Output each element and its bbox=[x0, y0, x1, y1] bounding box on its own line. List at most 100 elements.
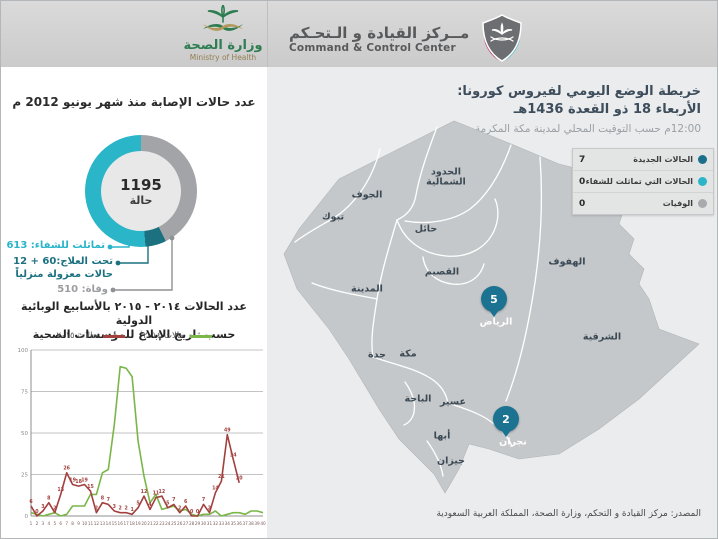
svg-text:0: 0 bbox=[35, 509, 39, 515]
svg-text:0: 0 bbox=[196, 509, 200, 515]
legend-label-2014: حالات ٢٠١٤ bbox=[143, 331, 185, 341]
svg-text:0: 0 bbox=[190, 509, 194, 515]
new-cases-label: الحالات الجديدة bbox=[633, 155, 693, 164]
map-region-label: حائل bbox=[414, 223, 438, 235]
svg-text:14: 14 bbox=[212, 486, 219, 492]
svg-text:7: 7 bbox=[202, 497, 205, 503]
svg-text:3: 3 bbox=[42, 521, 45, 526]
svg-text:12: 12 bbox=[94, 521, 100, 526]
svg-text:34: 34 bbox=[230, 452, 237, 458]
cases-donut-chart: 1195 حالة bbox=[85, 135, 197, 247]
svg-text:25: 25 bbox=[171, 521, 177, 526]
map-region-label: جدة bbox=[368, 349, 386, 361]
svg-text:13: 13 bbox=[57, 487, 64, 493]
map-region-label: مكة bbox=[399, 348, 417, 360]
source-credit: المصدر: مركز القيادة و التحكم، وزارة الص… bbox=[436, 509, 701, 519]
svg-text:4: 4 bbox=[48, 521, 51, 526]
svg-text:2: 2 bbox=[36, 521, 39, 526]
svg-text:1: 1 bbox=[130, 507, 133, 513]
recovered-dot-icon bbox=[698, 177, 707, 186]
svg-text:19: 19 bbox=[81, 477, 88, 483]
svg-text:26: 26 bbox=[177, 521, 183, 526]
svg-text:38: 38 bbox=[248, 521, 254, 526]
svg-text:2: 2 bbox=[53, 505, 56, 511]
ccc-title-english: Command & Control Center bbox=[289, 42, 456, 54]
svg-text:34: 34 bbox=[225, 521, 231, 526]
svg-text:40: 40 bbox=[260, 521, 266, 526]
map-region-label: تبوك bbox=[321, 211, 345, 223]
stat-under-treatment-line2: حالات معزولة منزلياً bbox=[15, 268, 113, 280]
map-case-marker: 2 bbox=[493, 406, 519, 432]
svg-text:15: 15 bbox=[112, 521, 118, 526]
map-region-label: المدينة bbox=[351, 283, 383, 295]
moh-logo: وزارة الصحة Ministry of Health bbox=[177, 3, 269, 62]
deaths-dot-icon bbox=[698, 199, 707, 208]
svg-text:7: 7 bbox=[65, 521, 68, 526]
legend-row-deaths: الوفيات 0 bbox=[573, 193, 713, 214]
svg-text:7: 7 bbox=[172, 497, 175, 503]
svg-text:3: 3 bbox=[113, 504, 116, 510]
svg-text:3: 3 bbox=[41, 504, 44, 510]
header-left-section: وزارة الصحة Ministry of Health bbox=[1, 1, 268, 67]
svg-text:10: 10 bbox=[82, 521, 88, 526]
weekly-chart-title: عدد الحالات ٢٠١٤ - ٢٠١٥ بالأسابيع الوبائ… bbox=[1, 300, 267, 341]
svg-text:21: 21 bbox=[218, 474, 225, 480]
svg-text:2: 2 bbox=[119, 505, 122, 511]
svg-text:33: 33 bbox=[219, 521, 225, 526]
svg-text:7: 7 bbox=[107, 497, 110, 503]
svg-text:18: 18 bbox=[75, 479, 82, 485]
legend-swatch-2015 bbox=[103, 334, 125, 338]
svg-text:4: 4 bbox=[148, 502, 152, 508]
map-region-label: الباحة bbox=[404, 393, 432, 405]
svg-text:39: 39 bbox=[254, 521, 260, 526]
svg-text:9: 9 bbox=[77, 521, 80, 526]
svg-text:11: 11 bbox=[88, 521, 94, 526]
svg-text:12: 12 bbox=[141, 489, 148, 495]
svg-text:2: 2 bbox=[125, 505, 128, 511]
svg-text:32: 32 bbox=[213, 521, 219, 526]
stat-recovered: تماثلت للشفاء: 613 bbox=[6, 240, 105, 251]
map-region-label: جيزان bbox=[437, 455, 465, 467]
map-region-label: الحدود الشمالية bbox=[426, 166, 466, 187]
svg-text:6: 6 bbox=[184, 499, 188, 505]
legend-row-new-cases: الحالات الجديدة 7 bbox=[573, 149, 713, 171]
svg-text:16: 16 bbox=[118, 521, 124, 526]
cases-since-2012-title: عدد حالات الإصابة منذ شهر يونيو 2012 م bbox=[12, 95, 256, 109]
svg-text:13: 13 bbox=[100, 521, 106, 526]
svg-text:36: 36 bbox=[237, 521, 243, 526]
map-region-label: عسير bbox=[440, 396, 466, 408]
svg-text:19: 19 bbox=[69, 477, 76, 483]
ccc-title-arabic: مــركز القيادة و الـتحـكم bbox=[289, 24, 470, 42]
svg-text:1: 1 bbox=[30, 521, 33, 526]
svg-text:15: 15 bbox=[87, 484, 94, 490]
new-cases-dot-icon bbox=[698, 155, 707, 164]
map-title-line2: الأربعاء 18 ذو القعدة 1436هـ bbox=[513, 101, 701, 117]
svg-text:6: 6 bbox=[29, 499, 33, 505]
svg-text:24: 24 bbox=[165, 521, 171, 526]
palm-tree-icon bbox=[203, 3, 243, 31]
svg-text:21: 21 bbox=[147, 521, 153, 526]
svg-text:2: 2 bbox=[178, 505, 181, 511]
svg-text:0: 0 bbox=[25, 514, 29, 520]
map-title: خريطة الوضع اليومي لفيروس كورونا: الأربع… bbox=[457, 83, 701, 118]
legend-item-2015: حالات ٢٠١٥ bbox=[56, 331, 125, 341]
svg-text:8: 8 bbox=[71, 521, 74, 526]
svg-text:2: 2 bbox=[95, 505, 98, 511]
map-region-label: الهفوف bbox=[548, 256, 586, 268]
svg-text:75: 75 bbox=[21, 390, 28, 396]
stat-under-treatment-line1: تحت العلاج:60 + 12 bbox=[13, 256, 113, 267]
svg-text:50: 50 bbox=[21, 431, 28, 437]
map-region-label: نجران bbox=[499, 436, 527, 448]
recovered-value: 0 bbox=[579, 176, 586, 187]
map-case-marker-value: 2 bbox=[502, 412, 510, 426]
svg-text:31: 31 bbox=[207, 521, 213, 526]
map-case-marker-value: 5 bbox=[490, 292, 498, 306]
donut-center: 1195 حالة bbox=[101, 151, 181, 231]
stat-deaths: وفاة: 510 bbox=[57, 284, 108, 295]
header-bar: وزارة الصحة Ministry of Health مــركز ال… bbox=[1, 1, 717, 67]
ccc-shield-icon bbox=[482, 14, 523, 62]
deaths-label: الوفيات bbox=[662, 199, 693, 208]
recovered-label: الحالات التي تماثلت للشفاء bbox=[585, 177, 693, 186]
svg-text:25: 25 bbox=[21, 473, 28, 479]
